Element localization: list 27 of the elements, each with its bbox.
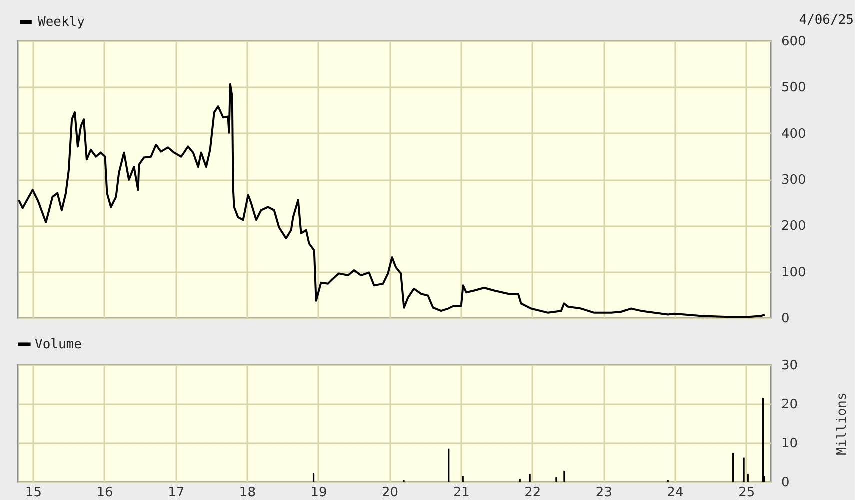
line-series: [18, 83, 766, 318]
y-tick-label: 30: [782, 358, 798, 374]
text: 4/06/25: [799, 13, 854, 28]
legend-label: Weekly: [38, 15, 86, 30]
y-axis-title: Millions: [835, 392, 850, 456]
y-tick-label: 400: [782, 126, 806, 142]
x-tick-label: 23: [596, 486, 612, 500]
y-tick-label: 200: [782, 219, 806, 234]
legend-label: Volume: [35, 338, 82, 352]
y-tick-label: 500: [782, 80, 806, 96]
y-tick-label: 0: [782, 476, 790, 490]
x-tick-label: 15: [25, 486, 42, 500]
x-tick-label: 19: [310, 486, 328, 500]
x-tick-label: 22: [524, 486, 542, 500]
y-tick-label: 100: [782, 265, 806, 280]
y-tick-label: 300: [782, 173, 806, 188]
x-tick-label: 21: [453, 486, 470, 500]
y-tick-label: 0: [782, 312, 790, 326]
x-tick-label: 17: [168, 486, 185, 500]
y-tick-label: 10: [782, 436, 798, 452]
x-tick-label: 24: [667, 486, 684, 500]
x-tick-label: 16: [96, 486, 114, 500]
x-tick-label: 20: [382, 486, 398, 500]
y-tick-label: 20: [782, 398, 798, 412]
x-tick-label: 25: [738, 486, 756, 500]
x-tick-label: 18: [239, 486, 256, 500]
y-tick-label: 600: [782, 34, 806, 50]
